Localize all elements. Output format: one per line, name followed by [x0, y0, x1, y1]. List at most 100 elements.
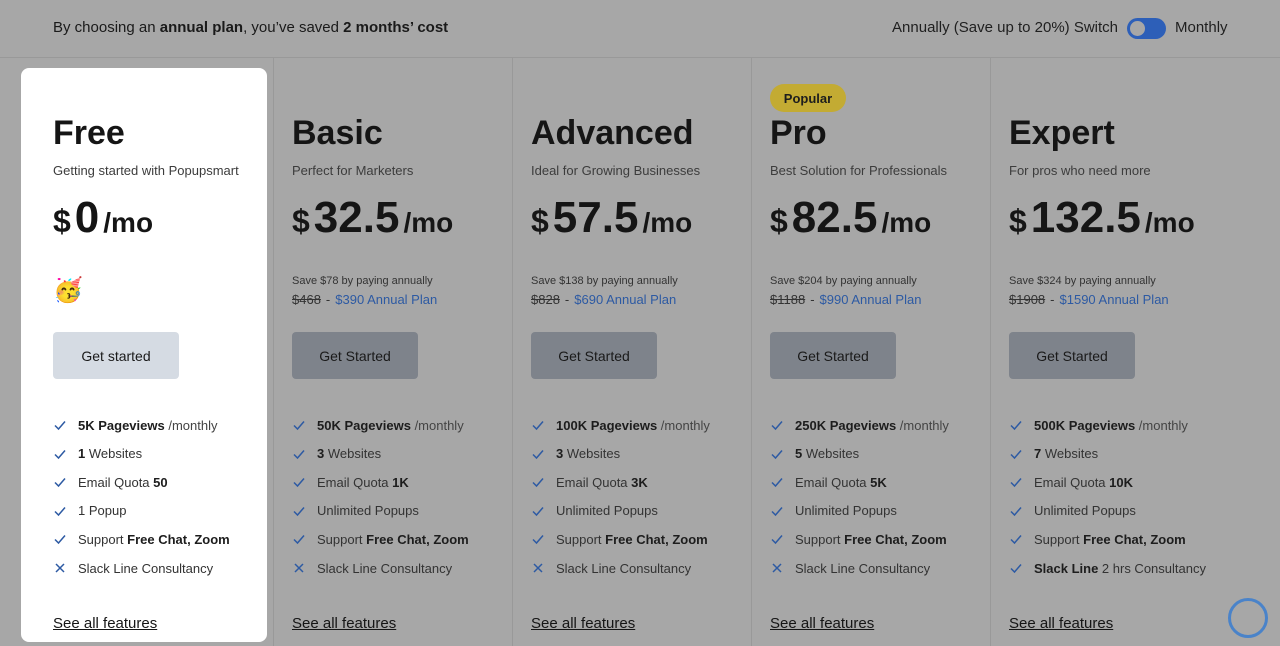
feature-text: 3 [317, 446, 325, 462]
emoji: 🥳 [53, 277, 83, 304]
price-value: 0 [74, 193, 100, 242]
annual-price[interactable]: $1590 Annual Plan [1059, 292, 1169, 307]
plan-name: Pro [770, 114, 827, 152]
feature-text: 5K Pageviews [78, 417, 165, 433]
see-all-features-link[interactable]: See all features [770, 615, 875, 632]
feature-text: Websites [563, 446, 621, 462]
feature: 3 Websites [292, 445, 381, 463]
check-icon [531, 504, 556, 518]
cross-icon [53, 561, 78, 575]
annual-price[interactable]: $990 Annual Plan [819, 292, 922, 307]
price: $82.5/mo [770, 196, 931, 240]
chat-widget[interactable] [1228, 598, 1268, 638]
feature-text: Email Quota [317, 474, 393, 490]
annual-price-line: $468- $390 Annual Plan [292, 292, 437, 307]
billing-switch[interactable] [1127, 18, 1166, 39]
plan-subtitle: Best Solution for Professionals [770, 163, 948, 178]
feature: Slack Line Consultancy [770, 559, 930, 577]
feature-text: Slack Line Consultancy [556, 560, 692, 576]
see-all-features-link[interactable]: See all features [531, 615, 636, 632]
feature-text: 7 [1034, 446, 1042, 462]
feature: Email Quota 3K [531, 473, 648, 491]
check-icon [53, 418, 78, 432]
price-value: 82.5 [791, 193, 878, 242]
feature: Slack Line Consultancy [292, 559, 452, 577]
check-icon [770, 504, 795, 518]
feature-text: 1 [78, 446, 86, 462]
cta-button[interactable]: Get Started [1009, 332, 1135, 379]
price-value: 32.5 [313, 193, 400, 242]
feature-text: 5 [795, 446, 803, 462]
feature-text: 50 [153, 474, 168, 490]
feature-text: 10K [1109, 474, 1134, 490]
currency: $ [770, 203, 788, 239]
switch-knob [1130, 21, 1145, 36]
feature-text: 1K [392, 474, 409, 490]
feature: Unlimited Popups [292, 502, 419, 520]
feature-text: Unlimited Popups [317, 503, 419, 519]
see-all-features-link[interactable]: See all features [292, 615, 397, 632]
plan-subtitle: Perfect for Marketers [292, 163, 414, 178]
check-icon [770, 475, 795, 489]
feature-text: Unlimited Popups [795, 503, 897, 519]
feature-text: Websites [324, 446, 382, 462]
check-icon [1009, 475, 1034, 489]
see-all-features-link[interactable]: See all features [53, 615, 158, 632]
cta-button[interactable]: Get started [53, 332, 179, 379]
feature-text: /monthly [896, 417, 949, 433]
check-icon [53, 532, 78, 546]
cta-button[interactable]: Get Started [292, 332, 418, 379]
feature-text: /monthly [164, 417, 218, 433]
feature-text: Support [78, 531, 128, 547]
check-icon [531, 475, 556, 489]
feature-text: Free Chat, Zoom [1083, 531, 1186, 547]
feature-text: 50K Pageviews [317, 417, 411, 433]
feature-text: /monthly [1135, 417, 1188, 433]
feature-text: Slack Line Consultancy [795, 560, 931, 576]
check-icon [292, 504, 317, 518]
toggle-label: Annually (Save up to 20%) Switch [892, 19, 1118, 36]
annual-price[interactable]: $390 Annual Plan [335, 292, 438, 307]
cta-button[interactable]: Get Started [531, 332, 657, 379]
feature-text: Unlimited Popups [556, 503, 658, 519]
column-separator [273, 58, 274, 646]
plan-subtitle: For pros who need more [1009, 163, 1151, 178]
check-icon [1009, 532, 1034, 546]
toggle-alternative[interactable]: Monthly [1175, 19, 1228, 36]
feature-text: Slack Line [1034, 560, 1099, 576]
save-note: Save $324 by paying annually [1009, 275, 1156, 287]
feature: 250K Pageviews /monthly [770, 416, 949, 434]
feature: Unlimited Popups [1009, 502, 1136, 520]
feature-text: Support [317, 531, 367, 547]
check-icon [53, 447, 78, 461]
feature-text: Free Chat, Zoom [127, 531, 230, 547]
cta-button[interactable]: Get Started [770, 332, 896, 379]
feature: Email Quota 1K [292, 473, 409, 491]
plan-name: Free [53, 114, 125, 152]
feature: Support Free Chat, Zoom [1009, 530, 1186, 548]
feature: Support Free Chat, Zoom [292, 530, 469, 548]
feature: Support Free Chat, Zoom [53, 530, 230, 548]
period: /mo [1144, 207, 1195, 238]
column-separator [990, 58, 991, 646]
check-icon [531, 532, 556, 546]
period: /mo [642, 207, 693, 238]
check-icon [292, 447, 317, 461]
currency: $ [531, 203, 549, 239]
period: /mo [403, 207, 454, 238]
banner-saved: 2 months’ cost [343, 19, 449, 36]
feature: 5K Pageviews /monthly [53, 416, 217, 434]
feature-text: 5K [870, 474, 887, 490]
cross-icon [292, 561, 317, 575]
annual-price[interactable]: $690 Annual Plan [574, 292, 677, 307]
price-separator: - [564, 292, 570, 307]
feature-text: 3 [556, 446, 564, 462]
price-separator: - [325, 292, 331, 307]
old-price: $1908 [1009, 292, 1046, 307]
feature: Email Quota 5K [770, 473, 887, 491]
see-all-features-link[interactable]: See all features [1009, 615, 1114, 632]
feature: 1 Websites [53, 445, 142, 463]
save-note: Save $204 by paying annually [770, 275, 917, 287]
banner-plan: annual plan [159, 19, 244, 36]
price: $57.5/mo [531, 196, 692, 240]
